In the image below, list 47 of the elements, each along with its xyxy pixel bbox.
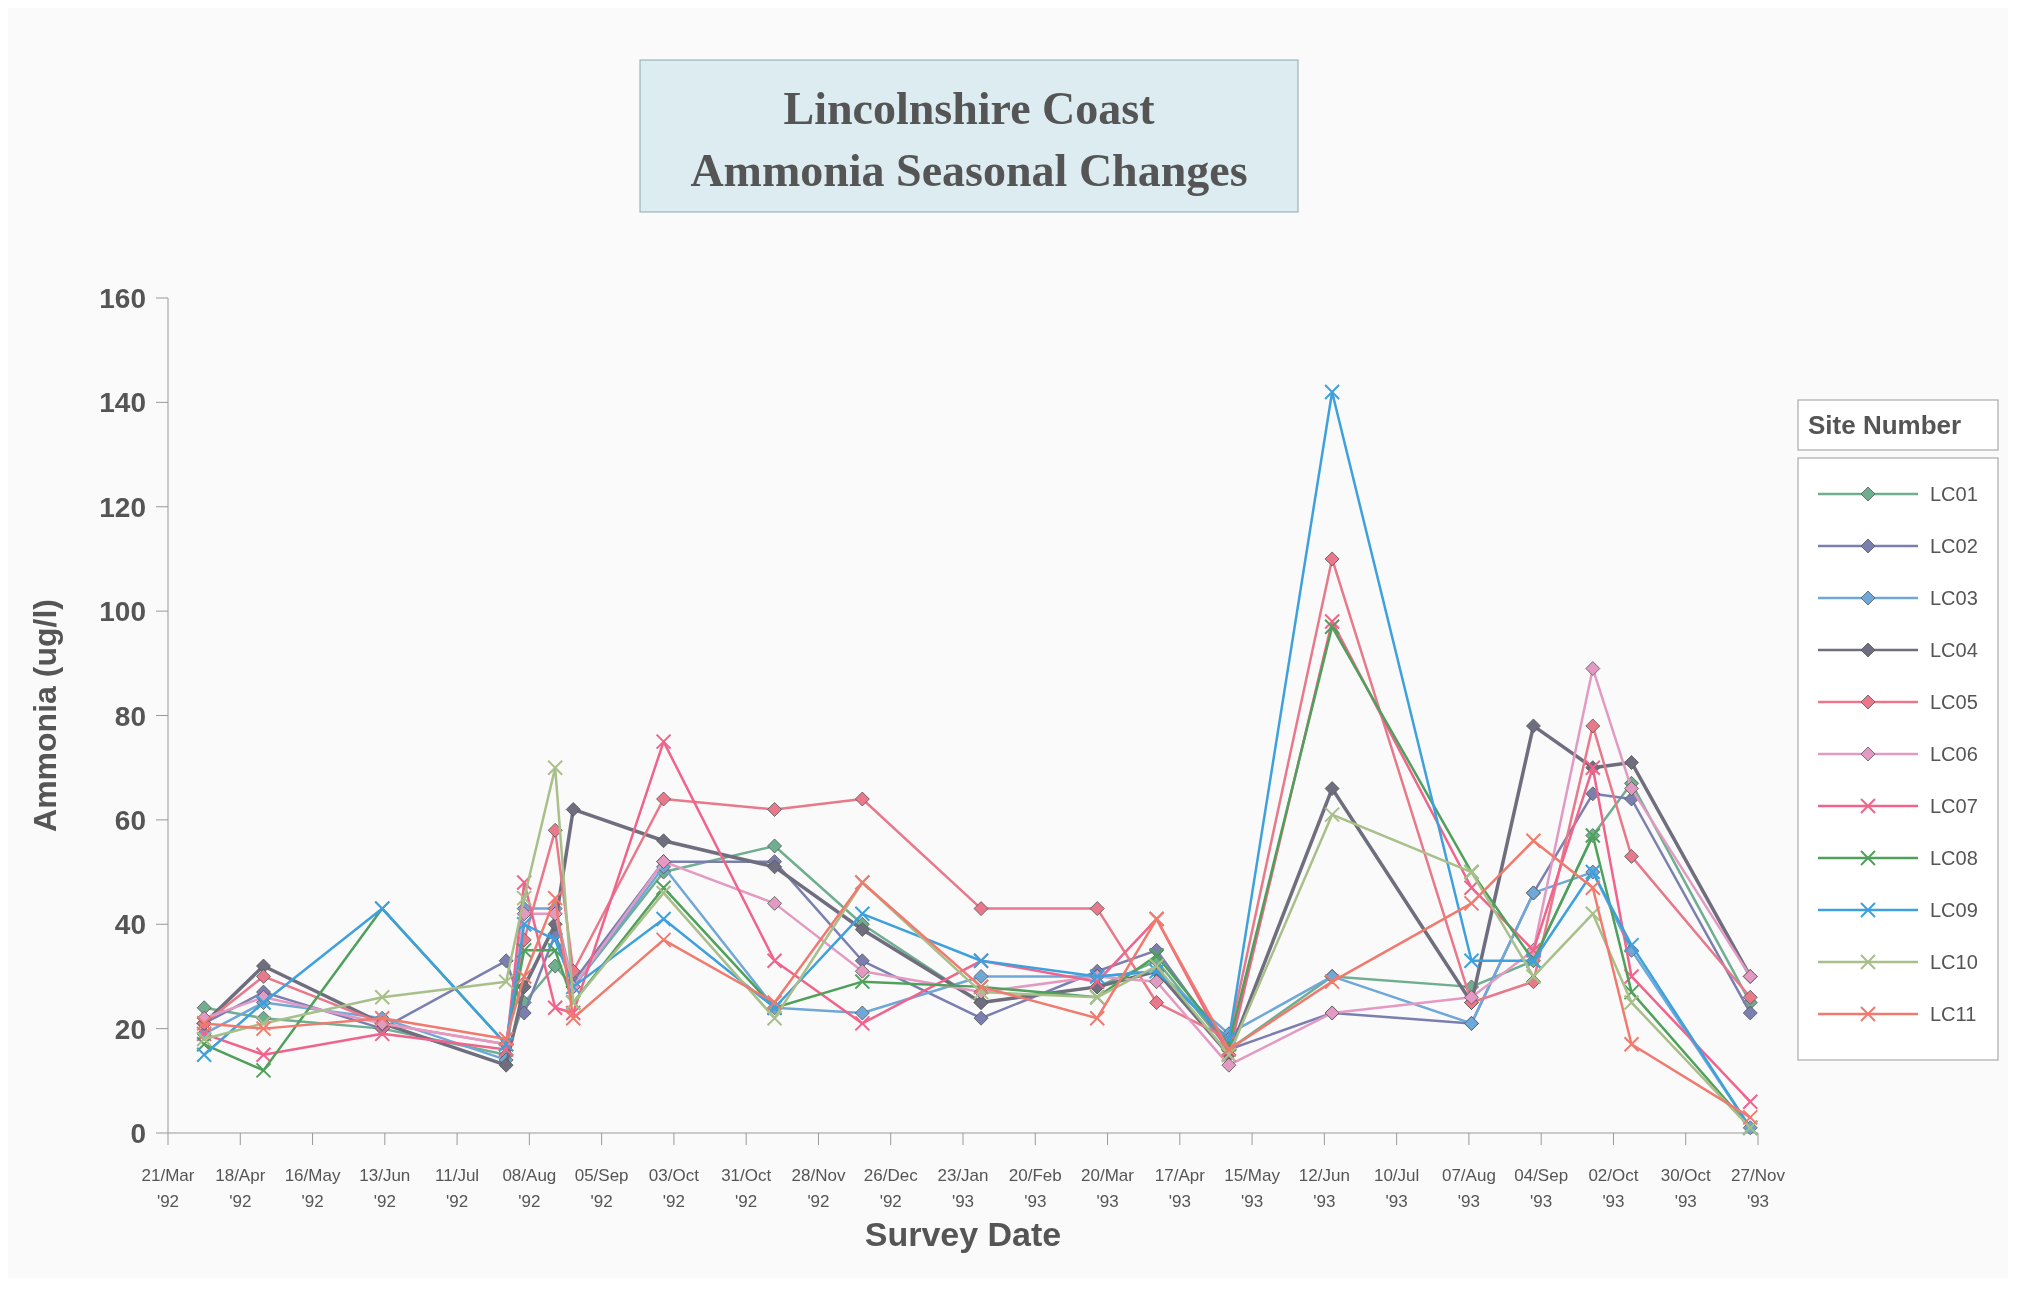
- y-axis-title: Ammonia (ug/l): [27, 599, 63, 832]
- x-tick-label: 31/Oct '92: [721, 1166, 772, 1211]
- legend-label: LC04: [1930, 639, 1978, 661]
- x-tick-label: 28/Nov '92: [791, 1166, 846, 1211]
- x-tick-label: 04/Sep '93: [1514, 1166, 1569, 1211]
- y-tick-label: 80: [114, 700, 146, 732]
- y-tick-label: 160: [99, 283, 146, 314]
- y-tick-label: 100: [99, 596, 146, 628]
- x-tick-label: 08/Aug '92: [502, 1166, 557, 1211]
- y-tick-label: 140: [99, 387, 146, 419]
- x-tick-label: 26/Dec '92: [863, 1166, 919, 1211]
- legend-label: LC03: [1930, 587, 1978, 609]
- x-tick-label: 11/Jul '92: [435, 1166, 480, 1211]
- x-tick-label: 10/Jul '93: [1373, 1166, 1420, 1211]
- x-tick-label: 02/Oct '93: [1588, 1166, 1639, 1211]
- y-tick-label: 120: [99, 491, 146, 523]
- x-tick-label: 18/Apr '92: [215, 1166, 266, 1211]
- x-tick-label: 27/Nov '93: [1731, 1166, 1786, 1211]
- legend-label: LC05: [1930, 691, 1978, 713]
- x-tick-label: 15/May '93: [1224, 1166, 1281, 1211]
- x-tick-label: 05/Sep '92: [574, 1166, 629, 1211]
- y-tick-label: 40: [114, 909, 146, 941]
- legend-label: LC06: [1930, 743, 1978, 765]
- legend-label: LC10: [1930, 951, 1978, 973]
- legend-label: LC01: [1930, 483, 1978, 505]
- y-tick-label: 20: [114, 1013, 146, 1045]
- x-tick-label: 16/May '92: [284, 1166, 341, 1211]
- legend-label: LC02: [1930, 535, 1978, 557]
- legend-label: LC07: [1930, 795, 1978, 817]
- legend-label: LC11: [1930, 1003, 1977, 1025]
- x-tick-label: 17/Apr '93: [1154, 1166, 1206, 1211]
- legend-title: Site Number: [1808, 410, 1962, 440]
- x-tick-label: 13/Jun '92: [359, 1166, 411, 1211]
- x-tick-label: 20/Feb '93: [1008, 1166, 1062, 1211]
- y-tick-label: 0: [130, 1118, 146, 1149]
- chart-title: Lincolnshire Coast Ammonia Seasonal Changes: [690, 83, 1248, 196]
- x-tick-label: 30/Oct '93: [1660, 1166, 1712, 1211]
- x-tick-label: 07/Aug '93: [1441, 1166, 1496, 1211]
- x-tick-label: 21/Mar '92: [141, 1166, 195, 1211]
- x-tick-label: 03/Oct '92: [648, 1166, 700, 1211]
- legend-label: LC08: [1930, 847, 1978, 869]
- x-tick-label: 12/Jun '93: [1298, 1166, 1350, 1211]
- x-axis-title: Survey Date: [864, 1215, 1062, 1253]
- legend-label: LC09: [1930, 899, 1978, 921]
- y-tick-label: 60: [114, 804, 146, 836]
- x-tick-label: 20/Mar '93: [1081, 1166, 1135, 1211]
- x-tick-label: 23/Jan '93: [937, 1166, 989, 1211]
